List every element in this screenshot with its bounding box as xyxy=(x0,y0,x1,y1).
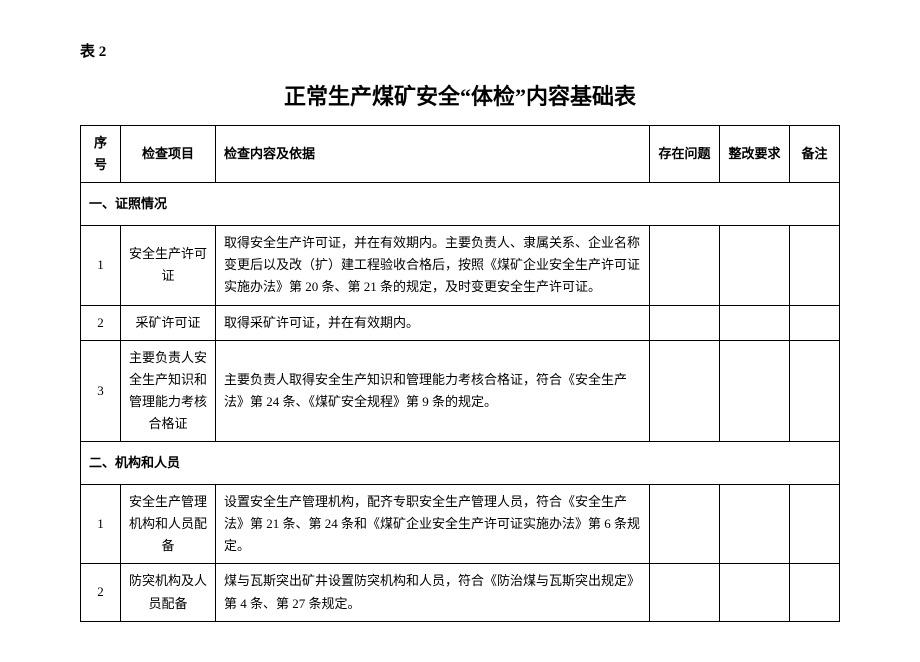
cell-content: 煤与瓦斯突出矿井设置防突机构和人员，符合《防治煤与瓦斯突出规定》第 4 条、第 … xyxy=(216,564,650,621)
table-row: 1 安全生产许可证 取得安全生产许可证，并在有效期内。主要负责人、隶属关系、企业… xyxy=(81,226,840,305)
section-1-title: 一、证照情况 xyxy=(81,183,840,226)
header-content: 检查内容及依据 xyxy=(216,126,650,183)
cell-seq: 2 xyxy=(81,305,121,340)
table-label: 表 2 xyxy=(80,40,840,61)
cell-seq: 3 xyxy=(81,340,121,441)
cell-seq: 1 xyxy=(81,485,121,564)
cell-note xyxy=(790,340,840,441)
header-note: 备注 xyxy=(790,126,840,183)
cell-content: 设置安全生产管理机构，配齐专职安全生产管理人员，符合《安全生产法》第 21 条、… xyxy=(216,485,650,564)
table-row: 3 主要负责人安全生产知识和管理能力考核合格证 主要负责人取得安全生产知识和管理… xyxy=(81,340,840,441)
cell-seq: 2 xyxy=(81,564,121,621)
cell-fix xyxy=(720,226,790,305)
cell-problem xyxy=(650,340,720,441)
header-seq: 序号 xyxy=(81,126,121,183)
cell-note xyxy=(790,305,840,340)
cell-item: 采矿许可证 xyxy=(121,305,216,340)
cell-fix xyxy=(720,340,790,441)
cell-note xyxy=(790,564,840,621)
cell-item: 主要负责人安全生产知识和管理能力考核合格证 xyxy=(121,340,216,441)
header-item: 检查项目 xyxy=(121,126,216,183)
cell-note xyxy=(790,485,840,564)
cell-fix xyxy=(720,305,790,340)
cell-note xyxy=(790,226,840,305)
table-row: 2 采矿许可证 取得采矿许可证，并在有效期内。 xyxy=(81,305,840,340)
table-row: 2 防突机构及人员配备 煤与瓦斯突出矿井设置防突机构和人员，符合《防治煤与瓦斯突… xyxy=(81,564,840,621)
cell-problem xyxy=(650,226,720,305)
cell-problem xyxy=(650,305,720,340)
cell-seq: 1 xyxy=(81,226,121,305)
table-row: 1 安全生产管理机构和人员配备 设置安全生产管理机构，配齐专职安全生产管理人员，… xyxy=(81,485,840,564)
cell-problem xyxy=(650,564,720,621)
section-2-title: 二、机构和人员 xyxy=(81,442,840,485)
header-row: 序号 检查项目 检查内容及依据 存在问题 整改要求 备注 xyxy=(81,126,840,183)
header-fix: 整改要求 xyxy=(720,126,790,183)
section-2-header: 二、机构和人员 xyxy=(81,442,840,485)
cell-problem xyxy=(650,485,720,564)
cell-content: 主要负责人取得安全生产知识和管理能力考核合格证，符合《安全生产法》第 24 条、… xyxy=(216,340,650,441)
header-problem: 存在问题 xyxy=(650,126,720,183)
cell-fix xyxy=(720,564,790,621)
cell-item: 防突机构及人员配备 xyxy=(121,564,216,621)
inspection-table: 序号 检查项目 检查内容及依据 存在问题 整改要求 备注 一、证照情况 1 安全… xyxy=(80,125,840,622)
cell-item: 安全生产管理机构和人员配备 xyxy=(121,485,216,564)
cell-content: 取得安全生产许可证，并在有效期内。主要负责人、隶属关系、企业名称变更后以及改（扩… xyxy=(216,226,650,305)
cell-fix xyxy=(720,485,790,564)
cell-item: 安全生产许可证 xyxy=(121,226,216,305)
section-1-header: 一、证照情况 xyxy=(81,183,840,226)
cell-content: 取得采矿许可证，并在有效期内。 xyxy=(216,305,650,340)
page-title: 正常生产煤矿安全“体检”内容基础表 xyxy=(80,79,840,111)
